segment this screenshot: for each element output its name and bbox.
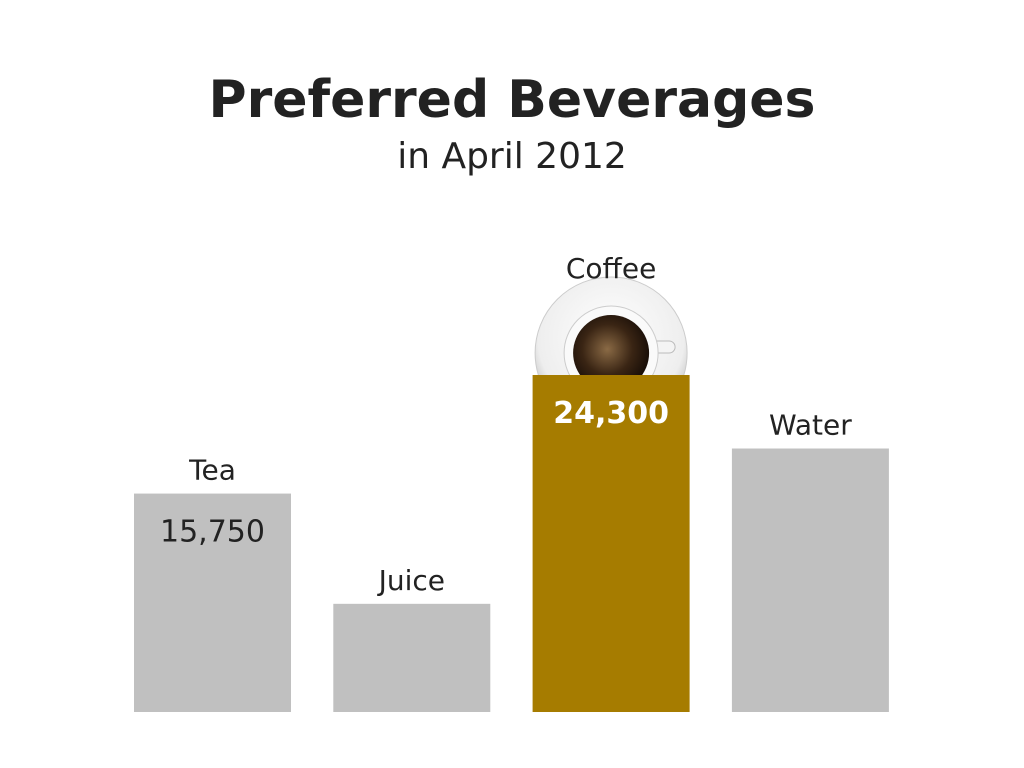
category-label: Juice <box>377 564 445 597</box>
chart-subtitle: in April 2012 <box>397 136 627 177</box>
bar <box>134 493 291 712</box>
category-label: Coffee <box>566 252 656 285</box>
category-label: Water <box>769 409 852 442</box>
value-label: 15,750 <box>160 515 265 550</box>
value-label: 24,300 <box>553 396 669 431</box>
category-label: Tea <box>188 454 236 487</box>
coffee <box>573 315 650 375</box>
cup-icon <box>534 276 688 375</box>
bar <box>333 603 491 712</box>
chart-title: Preferred Beverages <box>208 70 815 130</box>
bar <box>532 375 690 712</box>
bar <box>731 448 889 712</box>
